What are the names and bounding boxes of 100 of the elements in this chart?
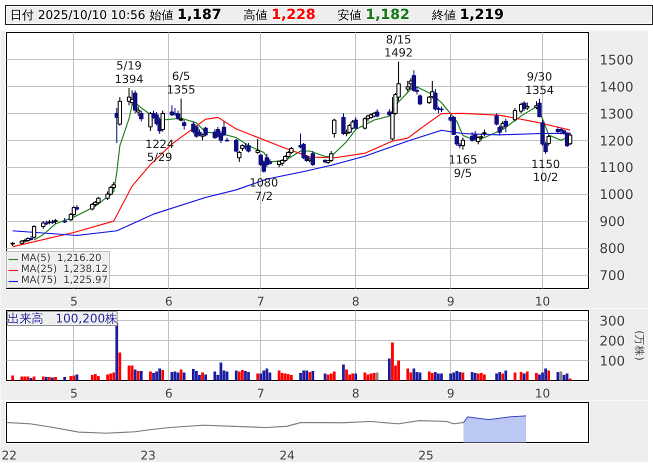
bar	[498, 372, 502, 380]
bar	[520, 372, 522, 380]
candlestick	[118, 96, 122, 126]
y-tick-label: 900	[600, 215, 625, 230]
bar	[299, 372, 302, 380]
bar	[370, 374, 372, 380]
x-tick-label: 23	[140, 448, 156, 462]
annotation: 5/19 1394	[114, 58, 144, 86]
bar	[51, 378, 54, 380]
bar	[192, 368, 195, 380]
bar	[324, 374, 326, 380]
bar	[305, 370, 308, 380]
bar	[140, 370, 143, 380]
legend-label: MA(75) 1,225.97	[21, 275, 108, 286]
bar	[364, 372, 366, 380]
candlestick	[255, 138, 260, 154]
x-tick-label: 8	[352, 386, 360, 400]
x-tick-label: 9	[446, 294, 454, 308]
bar	[556, 372, 560, 380]
bar	[455, 370, 458, 380]
bar	[535, 372, 538, 380]
bar	[161, 370, 164, 380]
candlestick	[412, 70, 416, 92]
bar	[470, 372, 474, 380]
bar	[345, 370, 348, 380]
candlestick	[108, 186, 113, 196]
bar	[238, 372, 241, 380]
bar	[149, 372, 152, 380]
candlestick	[329, 150, 334, 162]
bar	[418, 372, 422, 380]
bar	[284, 374, 287, 380]
bar	[152, 372, 155, 380]
candlestick	[132, 90, 138, 114]
bar	[24, 376, 26, 380]
bar	[118, 352, 122, 380]
bar	[262, 370, 266, 380]
bar	[416, 372, 418, 380]
candlestick	[139, 110, 144, 122]
bar	[495, 374, 498, 380]
bar	[109, 374, 112, 380]
bar	[72, 376, 76, 380]
x-tick-label: 10	[534, 294, 550, 308]
bar	[136, 370, 140, 380]
annotation: 9/30 1354	[525, 69, 554, 97]
y-tick-label: 200	[600, 334, 625, 350]
bar	[397, 360, 400, 380]
bar	[330, 374, 333, 380]
annotation: 6/5 1355	[166, 69, 196, 97]
text: 安値 1,182	[338, 7, 410, 23]
y-tick-label: 800	[600, 242, 625, 258]
bar	[538, 374, 541, 380]
bar	[195, 370, 198, 380]
bar	[69, 376, 72, 380]
text: 日付 2025/10/10 10:56	[10, 8, 146, 22]
bar	[412, 368, 416, 380]
candlestick	[433, 88, 438, 112]
bar	[434, 372, 437, 380]
bar	[130, 366, 134, 380]
bar	[265, 368, 268, 380]
bar	[476, 374, 480, 380]
candlestick	[237, 150, 242, 162]
candlestick	[332, 118, 336, 138]
bar	[76, 374, 78, 380]
bar	[158, 368, 162, 380]
bar	[170, 372, 174, 380]
legend-label: MA(25) 1,238.12	[21, 264, 108, 275]
bar	[244, 370, 247, 380]
bar	[290, 374, 293, 380]
candlestick	[362, 116, 368, 130]
x-tick-label: 7	[256, 294, 265, 308]
bar	[391, 342, 394, 380]
x-tick-label: 22	[2, 448, 17, 462]
bar	[504, 370, 508, 380]
bar	[204, 374, 207, 380]
bar	[268, 372, 272, 380]
candlestick	[176, 110, 180, 121]
y-tick-label: 1000	[600, 188, 634, 204]
y-axis-title: (万株)	[632, 330, 646, 361]
bar	[174, 372, 176, 380]
bar	[134, 370, 137, 380]
bar	[376, 372, 379, 380]
bar	[256, 374, 260, 380]
x-tick-label: 8	[352, 294, 360, 308]
x-tick-label: 6	[165, 294, 173, 308]
y-tick-label: 1200	[600, 134, 634, 150]
y-tick-label: 1500	[600, 53, 634, 68]
text: 高値 1,228	[244, 7, 316, 23]
y-tick-label: 300	[600, 314, 625, 330]
candlestick	[72, 206, 76, 217]
y-tick-label: 100	[600, 354, 625, 370]
y-tick-label: 1100	[600, 161, 634, 176]
bar	[94, 374, 97, 380]
candlestick	[522, 100, 526, 112]
bar	[48, 376, 51, 380]
candlestick	[512, 107, 518, 122]
x-tick-label: 25	[418, 448, 434, 462]
bar	[182, 372, 186, 380]
x-tick-label: 5	[70, 294, 78, 308]
chart-title: 出来高 100,200株	[8, 312, 118, 326]
bar	[247, 372, 250, 380]
